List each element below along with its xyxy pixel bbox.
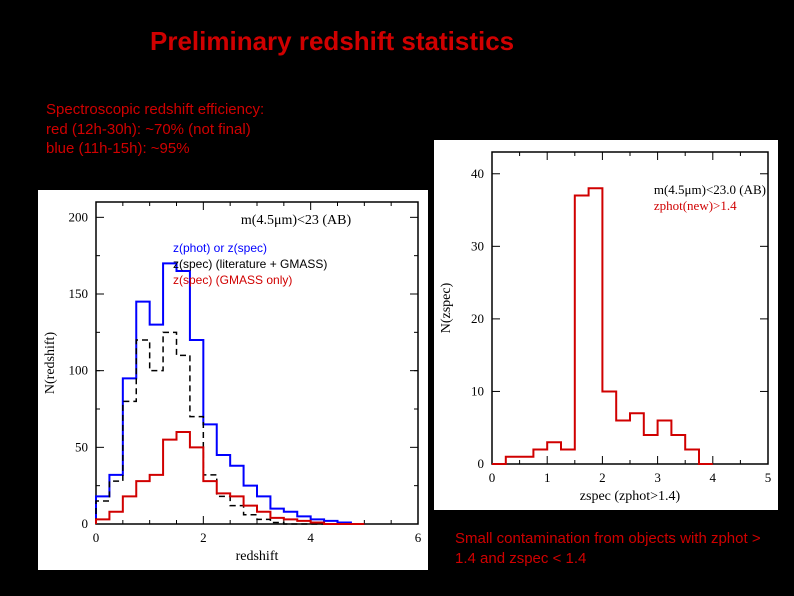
right-ann-0: m(4.5μm)<23.0 (AB) (654, 182, 766, 198)
svg-text:6: 6 (415, 530, 422, 545)
svg-text:N(redshift): N(redshift) (43, 332, 58, 395)
svg-text:0: 0 (489, 470, 496, 485)
svg-text:0: 0 (478, 456, 485, 471)
left-legend: z(phot) or z(spec) z(spec) (literature +… (173, 240, 327, 289)
svg-text:10: 10 (471, 383, 484, 398)
svg-text:200: 200 (69, 209, 89, 224)
svg-text:0: 0 (82, 516, 89, 531)
svg-text:40: 40 (471, 166, 484, 181)
svg-text:50: 50 (75, 439, 88, 454)
svg-text:2: 2 (200, 530, 207, 545)
svg-text:N(zspec): N(zspec) (439, 282, 454, 333)
bottom-note: Small contamination from objects with zp… (455, 529, 785, 568)
svg-text:3: 3 (654, 470, 661, 485)
svg-text:0: 0 (93, 530, 100, 545)
svg-text:5: 5 (765, 470, 772, 485)
note-line1: Small contamination from objects (455, 530, 676, 547)
svg-text:m(4.5μm)<23 (AB): m(4.5μm)<23 (AB) (241, 213, 352, 228)
legend-line-2: z(spec) (GMASS only) (173, 272, 327, 288)
svg-text:zspec (zphot>1.4): zspec (zphot>1.4) (580, 489, 681, 504)
svg-text:100: 100 (69, 363, 89, 378)
svg-text:150: 150 (69, 286, 89, 301)
page-title: Preliminary redshift statistics (150, 26, 514, 57)
eff-line1: Spectroscopic redshift efficiency: (46, 100, 264, 120)
svg-text:2: 2 (599, 470, 606, 485)
right-ann-1: zphot(new)>1.4 (654, 198, 766, 214)
legend-line-1: z(spec) (literature + GMASS) (173, 256, 327, 272)
svg-text:20: 20 (471, 311, 484, 326)
eff-line2: red (12h-30h): ~70% (not final) (46, 120, 264, 140)
legend-line-0: z(phot) or z(spec) (173, 240, 327, 256)
svg-text:1: 1 (544, 470, 551, 485)
svg-text:redshift: redshift (236, 549, 279, 564)
svg-text:30: 30 (471, 238, 484, 253)
svg-text:4: 4 (307, 530, 314, 545)
right-histogram-panel: 0 1 2 3 4 5 0 10 20 30 40 zspec (zphot>1.4) N(zspec)… (434, 140, 778, 510)
right-annotations: m(4.5μm)<23.0 (AB) zphot(new)>1.4 (654, 182, 766, 214)
left-histogram-panel: 0 2 4 6 0 50 100 150 200 redshift N(redshift) m(4.5… (38, 190, 428, 570)
eff-line3: blue (11h-15h): ~95% (46, 139, 264, 159)
efficiency-text: Spectroscopic redshift efficiency: red (… (46, 100, 264, 159)
svg-text:4: 4 (710, 470, 717, 485)
